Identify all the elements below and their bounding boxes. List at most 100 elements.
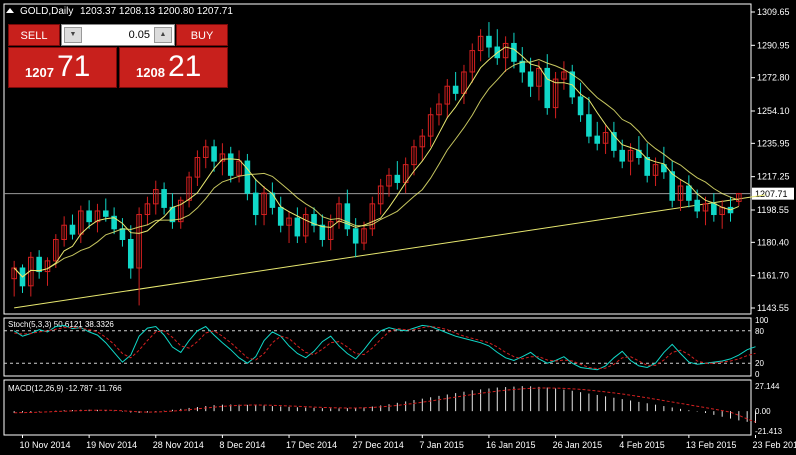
sell-button[interactable]: SELL — [8, 24, 60, 46]
panel-border-3 — [3, 379, 752, 436]
time-tick-label: 28 Nov 2014 — [153, 440, 204, 450]
moving-average-line — [13, 58, 739, 278]
candle-body — [369, 203, 376, 230]
candle — [36, 250, 42, 279]
candle-body — [69, 224, 76, 235]
candle-body — [552, 78, 559, 109]
candle — [319, 214, 326, 247]
candle-body — [436, 103, 442, 116]
buy-button[interactable]: BUY — [176, 24, 228, 46]
candle — [61, 216, 67, 247]
candle-body — [427, 114, 434, 137]
candle-body — [669, 171, 675, 201]
candle-body — [119, 228, 126, 240]
candle-body — [327, 221, 334, 240]
candle — [619, 139, 626, 169]
price-tick-label: 1198.55 — [757, 205, 789, 215]
candle-body — [577, 96, 584, 116]
price-tick-label: 1254.10 — [757, 106, 790, 116]
candle — [194, 150, 201, 187]
candle-body — [294, 217, 301, 237]
candle-body — [736, 193, 742, 202]
panel-border-1 — [3, 3, 752, 315]
candle — [394, 161, 401, 190]
candle-body — [511, 42, 517, 62]
candle — [686, 175, 692, 208]
candle-body — [411, 146, 417, 166]
candle — [28, 251, 34, 297]
candle-body — [702, 203, 709, 212]
candle — [277, 196, 284, 233]
candle — [111, 207, 117, 235]
candle-body — [627, 149, 634, 162]
candle — [427, 107, 434, 147]
buy-price-small: 1208 — [136, 65, 165, 80]
price-tick-label: 1290.95 — [757, 40, 790, 50]
stoch-tick-label: 20 — [755, 359, 764, 368]
stoch-tick-label: 80 — [755, 327, 764, 336]
candle — [161, 182, 167, 215]
candle — [369, 196, 376, 236]
candle-body — [419, 135, 426, 148]
candle — [102, 198, 109, 222]
candle-body — [361, 228, 367, 244]
stoch-tick-label: 100 — [755, 316, 769, 325]
candle — [336, 196, 342, 229]
candle-body — [336, 203, 342, 223]
price-tick-label: 1309.65 — [757, 7, 790, 17]
candle — [11, 260, 17, 297]
candle — [644, 143, 651, 183]
candle — [469, 43, 476, 83]
candle-body — [219, 153, 226, 162]
candle — [286, 210, 292, 244]
price-tick-label: 1272.80 — [757, 73, 790, 83]
macd-panel[interactable]: 27.144 0.00 -21.413 MACD(12,26,9) -12.787 -… — [8, 382, 783, 436]
candle-body — [194, 157, 201, 178]
candle — [294, 207, 301, 244]
candle — [561, 61, 567, 90]
time-tick-label: 23 Feb 2015 — [752, 440, 796, 450]
price-panel[interactable]: 1309.65 1290.95 1272.80 1254.10 1235.95 1217.… — [4, 7, 794, 313]
candle-body — [344, 203, 351, 230]
candle-body — [602, 132, 609, 144]
candle — [177, 196, 184, 229]
chart-frames — [3, 3, 752, 436]
candle — [352, 218, 359, 258]
lot-decrease-icon[interactable]: ▼ — [64, 27, 82, 43]
lot-size-input[interactable] — [84, 25, 152, 45]
candle-body — [561, 71, 567, 80]
candle-body — [11, 267, 17, 280]
candle-body — [102, 210, 109, 217]
candle — [436, 93, 442, 126]
candle-body — [644, 157, 651, 176]
candle — [311, 207, 317, 233]
candle-body — [452, 85, 459, 94]
candle — [419, 128, 426, 162]
time-tick-label: 26 Jan 2015 — [553, 440, 603, 450]
buy-price-button[interactable]: 1208 21 — [119, 47, 228, 88]
candle-body — [227, 153, 234, 176]
time-tick-label: 13 Feb 2015 — [686, 440, 737, 450]
candle — [602, 125, 609, 154]
candle — [477, 29, 484, 62]
candle-body — [527, 71, 534, 87]
candle — [127, 225, 134, 279]
stochastic-panel[interactable]: 100 80 20 0 Stoch(5,3,3) 50.6121 38.3326 — [4, 316, 769, 379]
candle-body — [302, 214, 309, 237]
stoch-main-line — [13, 324, 756, 371]
collapse-triangle-icon[interactable] — [6, 8, 14, 13]
sell-price-button[interactable]: 1207 71 — [8, 47, 117, 88]
candle — [69, 214, 76, 240]
candle — [702, 196, 709, 226]
candle-body — [677, 185, 684, 201]
price-tick-label: 1180.40 — [757, 237, 789, 247]
lot-increase-icon[interactable]: ▲ — [154, 27, 172, 43]
candle-body — [619, 149, 626, 162]
candle — [86, 200, 92, 229]
stoch-title: Stoch(5,3,3) 50.6121 38.3326 — [8, 320, 114, 329]
candle-body — [536, 67, 542, 87]
time-tick-label: 19 Nov 2014 — [86, 440, 137, 450]
candle — [611, 121, 617, 158]
candle — [361, 221, 367, 251]
